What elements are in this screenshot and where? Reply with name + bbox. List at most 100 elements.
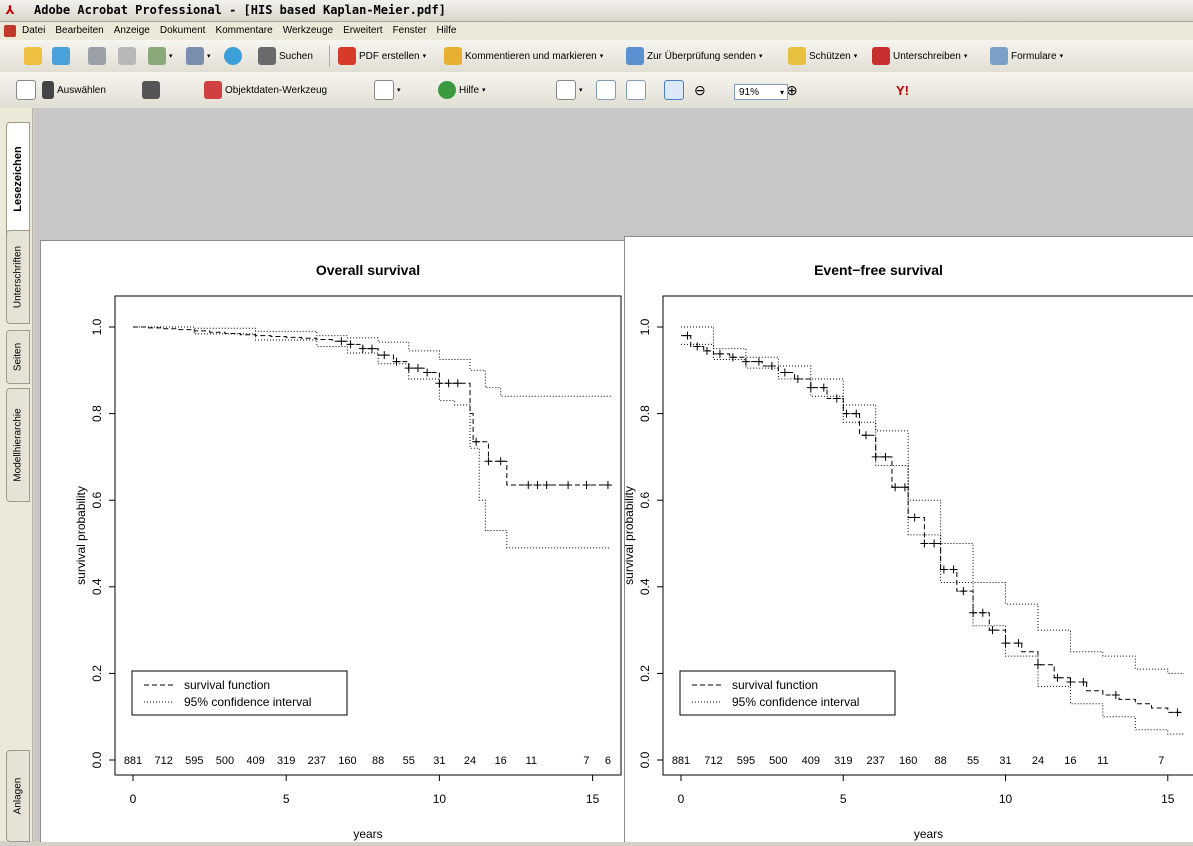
censor-mark bbox=[832, 394, 841, 403]
snapshot-button[interactable] bbox=[142, 79, 160, 101]
create-pdf-button[interactable]: PDF erstellen ▾ bbox=[338, 45, 426, 67]
yahoo-button[interactable]: Y! bbox=[896, 79, 909, 101]
x-tick-label: 10 bbox=[999, 792, 1013, 806]
zoom-field[interactable]: 91% ▾ bbox=[734, 84, 788, 100]
at-risk-count: 160 bbox=[338, 755, 356, 767]
document-icon[interactable] bbox=[4, 25, 16, 37]
x-tick-label: 5 bbox=[840, 792, 847, 806]
search-label: Suchen bbox=[279, 50, 313, 62]
censor-mark bbox=[861, 431, 870, 440]
yahoo-label: Y! bbox=[896, 82, 909, 98]
chevron-down-icon[interactable]: ▾ bbox=[779, 88, 784, 97]
navigation-panel: Lesezeichen Unterschriften Seiten Modell… bbox=[0, 108, 33, 842]
y-tick-label: 1.0 bbox=[90, 318, 104, 335]
menu-erweitert[interactable]: Erweitert bbox=[343, 25, 383, 36]
x-tick-label: 0 bbox=[130, 792, 137, 806]
forms-icon bbox=[990, 47, 1008, 65]
confidence-interval-line bbox=[681, 326, 1184, 674]
lock-icon bbox=[788, 47, 806, 65]
email-button[interactable] bbox=[224, 45, 242, 67]
menu-hilfe[interactable]: Hilfe bbox=[436, 25, 457, 36]
zoom-tool-button[interactable]: ▾ bbox=[556, 79, 583, 101]
menu-fenster[interactable]: Fenster bbox=[392, 25, 427, 36]
menu-kommentare[interactable]: Kommentare bbox=[215, 25, 273, 36]
actual-size-icon bbox=[596, 80, 616, 100]
censor-mark bbox=[1111, 691, 1120, 700]
print-button[interactable] bbox=[118, 45, 136, 67]
zoom-out-button[interactable]: ⊖ bbox=[694, 79, 706, 101]
fit-width-button[interactable] bbox=[664, 79, 684, 101]
tab-lesezeichen[interactable]: Lesezeichen bbox=[6, 122, 30, 236]
at-risk-count: 881 bbox=[672, 755, 690, 767]
legend-box bbox=[679, 670, 896, 716]
at-risk-count: 319 bbox=[277, 755, 295, 767]
search-button[interactable]: Suchen bbox=[258, 45, 313, 67]
select-tool-button[interactable]: Auswählen bbox=[42, 79, 106, 101]
zoom-in-button[interactable]: ⊕ bbox=[786, 79, 798, 101]
x-axis-label: years bbox=[914, 827, 943, 841]
at-risk-count: 237 bbox=[867, 755, 885, 767]
tools-toolbar: Auswählen Objektdaten-Werkzeug ▾ Hilfe ▾ … bbox=[0, 72, 1193, 109]
comment-icon bbox=[444, 47, 462, 65]
comment-button[interactable]: Kommentieren und markieren ▾ bbox=[444, 45, 603, 67]
tab-modellhierarchie[interactable]: Modellhierarchie bbox=[6, 388, 30, 502]
hand-tool-button[interactable] bbox=[16, 79, 36, 101]
y-axis-label: survival probability bbox=[625, 486, 636, 585]
pen-icon bbox=[872, 47, 890, 65]
fit-page-button[interactable] bbox=[626, 79, 646, 101]
tab-seiten[interactable]: Seiten bbox=[6, 330, 30, 384]
at-risk-count: 319 bbox=[834, 755, 852, 767]
censor-mark bbox=[693, 342, 702, 351]
menu-datei[interactable]: Datei bbox=[22, 25, 46, 36]
at-risk-count: 7 bbox=[1158, 755, 1164, 767]
organizer-button[interactable] bbox=[52, 45, 70, 67]
save-button[interactable] bbox=[88, 45, 106, 67]
open-button[interactable] bbox=[24, 45, 42, 67]
menu-anzeige[interactable]: Anzeige bbox=[113, 25, 150, 36]
chart-title: Overall survival bbox=[316, 262, 420, 278]
sign-button[interactable]: Unterschreiben ▾ bbox=[872, 45, 967, 67]
at-risk-count: 237 bbox=[308, 755, 326, 767]
plot-frame bbox=[662, 295, 1193, 776]
tab-label: Seiten bbox=[12, 342, 24, 372]
menu-dokument[interactable]: Dokument bbox=[159, 25, 206, 36]
confidence-interval-line bbox=[133, 326, 611, 549]
object-data-button[interactable]: Objektdaten-Werkzeug bbox=[204, 79, 327, 101]
pages-menu-button[interactable]: ▾ bbox=[374, 79, 401, 101]
fit-width-icon bbox=[664, 80, 684, 100]
censor-mark bbox=[754, 357, 763, 366]
at-risk-count: 595 bbox=[737, 755, 755, 767]
create-pdf-icon bbox=[338, 47, 356, 65]
at-risk-count: 160 bbox=[899, 755, 917, 767]
at-risk-count: 7 bbox=[583, 755, 589, 767]
folder-open-icon bbox=[24, 47, 42, 65]
menu-werkzeuge[interactable]: Werkzeuge bbox=[282, 25, 334, 36]
clip-button[interactable]: ▾ bbox=[186, 45, 211, 67]
censor-mark bbox=[969, 608, 978, 617]
at-risk-count: 6 bbox=[605, 755, 611, 767]
paperclip-icon bbox=[186, 47, 204, 65]
censor-mark bbox=[1079, 678, 1088, 687]
object-data-icon bbox=[204, 81, 222, 99]
at-risk-count: 409 bbox=[802, 755, 820, 767]
attach-button[interactable]: ▾ bbox=[148, 45, 173, 67]
tab-unterschriften[interactable]: Unterschriften bbox=[6, 230, 30, 324]
send-review-button[interactable]: Zur Überprüfung senden ▾ bbox=[626, 45, 762, 67]
forms-button[interactable]: Formulare ▾ bbox=[990, 45, 1063, 67]
censor-mark bbox=[1053, 673, 1062, 682]
censor-mark bbox=[715, 349, 724, 358]
at-risk-count: 712 bbox=[154, 755, 172, 767]
tab-label: Anlagen bbox=[12, 777, 24, 815]
at-risk-count: 16 bbox=[495, 755, 507, 767]
at-risk-count: 500 bbox=[216, 755, 234, 767]
y-tick-label: 1.0 bbox=[638, 318, 652, 335]
plot-area: 881 712 595 500 409 319 237 160 88 55 31 24 16 11 7 bbox=[672, 326, 1184, 767]
protect-button[interactable]: Schützen ▾ bbox=[788, 45, 857, 67]
at-risk-count: 11 bbox=[1097, 755, 1108, 767]
menu-bearbeiten[interactable]: Bearbeiten bbox=[55, 25, 104, 36]
at-risk-count: 24 bbox=[464, 755, 476, 767]
censor-mark bbox=[988, 626, 997, 635]
actual-size-button[interactable] bbox=[596, 79, 616, 101]
help-button[interactable]: Hilfe ▾ bbox=[438, 79, 486, 101]
tab-anlagen[interactable]: Anlagen bbox=[6, 750, 30, 842]
